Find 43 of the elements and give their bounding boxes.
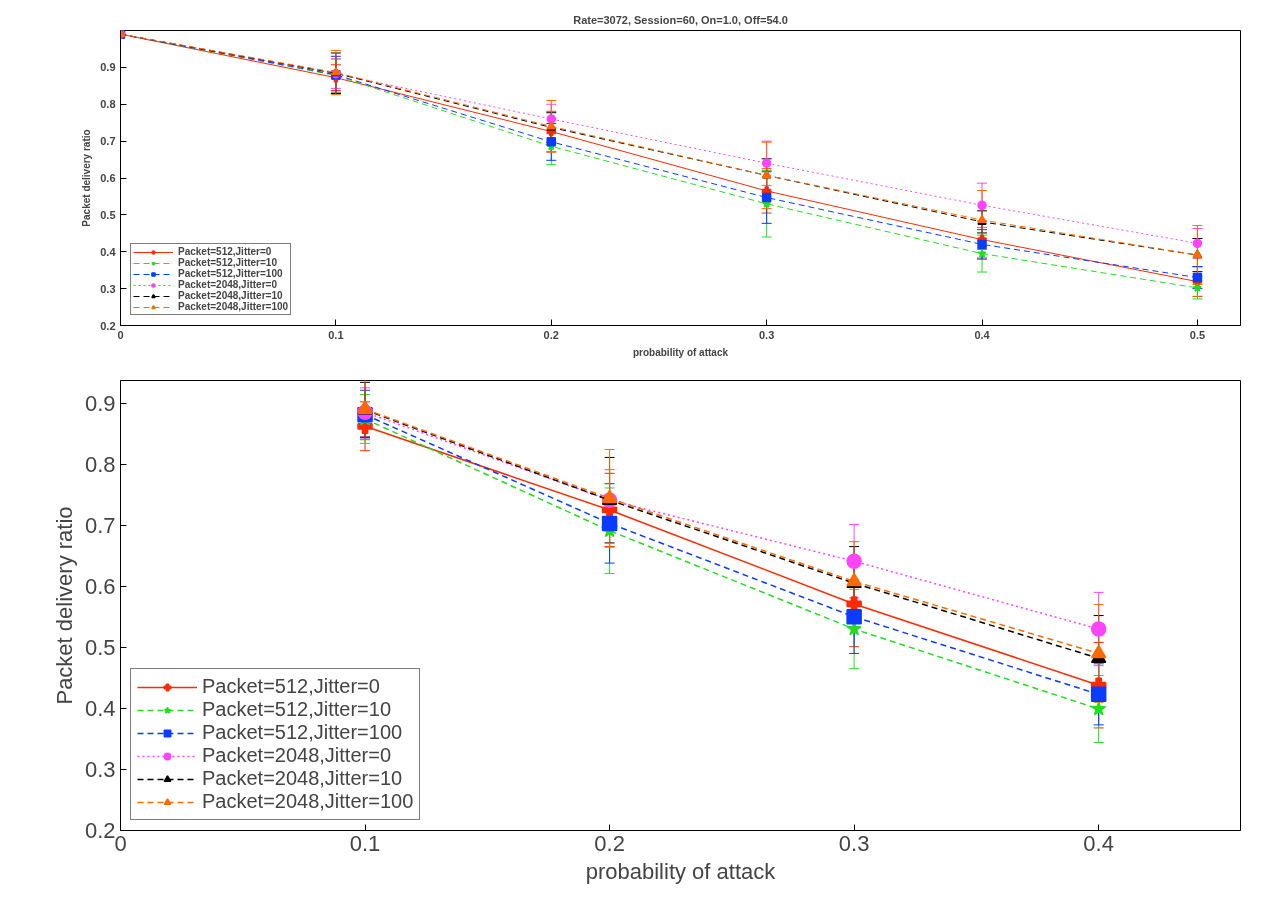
y-tick-label: 0.8 <box>100 98 116 111</box>
legend-label: Packet=512,Jitter=10 <box>202 698 392 721</box>
x-tick-label: 0.3 <box>838 830 870 856</box>
legend-label: Packet=512,Jitter=10 <box>178 257 277 268</box>
x-tick-label: 0 <box>117 328 124 341</box>
x-axis-title: probability of attack <box>632 346 729 358</box>
legend-label: Packet=512,Jitter=0 <box>202 675 380 698</box>
x-tick-label: 0.2 <box>543 328 559 341</box>
x-tick-label: 0.1 <box>328 328 344 341</box>
y-tick-label: 0.4 <box>100 245 117 258</box>
legend-label: Packet=512,Jitter=100 <box>178 268 283 279</box>
legend-label: Packet=2048,Jitter=0 <box>178 279 277 290</box>
y-tick-label: 0.4 <box>84 695 116 721</box>
y-tick-label: 0.6 <box>100 172 116 184</box>
legend-label: Packet=2048,Jitter=10 <box>178 290 283 301</box>
y-tick-label: 0.5 <box>84 634 116 660</box>
x-tick-label: 0.3 <box>759 328 775 341</box>
x-tick-label: 0.1 <box>349 830 381 856</box>
x-tick-label: 0 <box>114 830 127 856</box>
x-tick-label: 0.4 <box>1083 830 1114 856</box>
x-tick-label: 0.5 <box>1189 328 1206 341</box>
y-tick-label: 0.7 <box>100 135 116 148</box>
legend-label: Packet=2048,Jitter=100 <box>178 301 289 312</box>
y-tick-label: 0.9 <box>84 390 116 416</box>
y-tick-label: 0.2 <box>100 319 116 332</box>
x-tick-label: 0.2 <box>594 830 625 856</box>
y-tick-label: 0.6 <box>84 573 116 599</box>
legend-label: Packet=512,Jitter=0 <box>178 246 272 257</box>
y-tick-label: 0.5 <box>100 208 116 221</box>
y-axis-title: Packet delivery ratio <box>51 506 77 705</box>
y-axis-title: Packet delivery ratio <box>81 129 93 227</box>
x-tick-label: 0.4 <box>974 328 991 341</box>
legend-label: Packet=2048,Jitter=0 <box>202 744 392 767</box>
legend-label: Packet=2048,Jitter=10 <box>202 767 403 790</box>
y-tick-label: 0.7 <box>84 512 116 538</box>
x-axis-title: probability of attack <box>585 858 777 884</box>
y-tick-label: 0.3 <box>84 756 116 782</box>
chart-title: Rate=3072, Session=60, On=1.0, Off=54.0 <box>573 13 788 26</box>
y-tick-label: 0.9 <box>100 61 116 74</box>
y-tick-label: 0.8 <box>84 451 116 477</box>
legend-label: Packet=512,Jitter=100 <box>202 721 403 744</box>
y-tick-label: 0.3 <box>100 282 116 295</box>
legend-label: Packet=2048,Jitter=100 <box>202 790 414 813</box>
